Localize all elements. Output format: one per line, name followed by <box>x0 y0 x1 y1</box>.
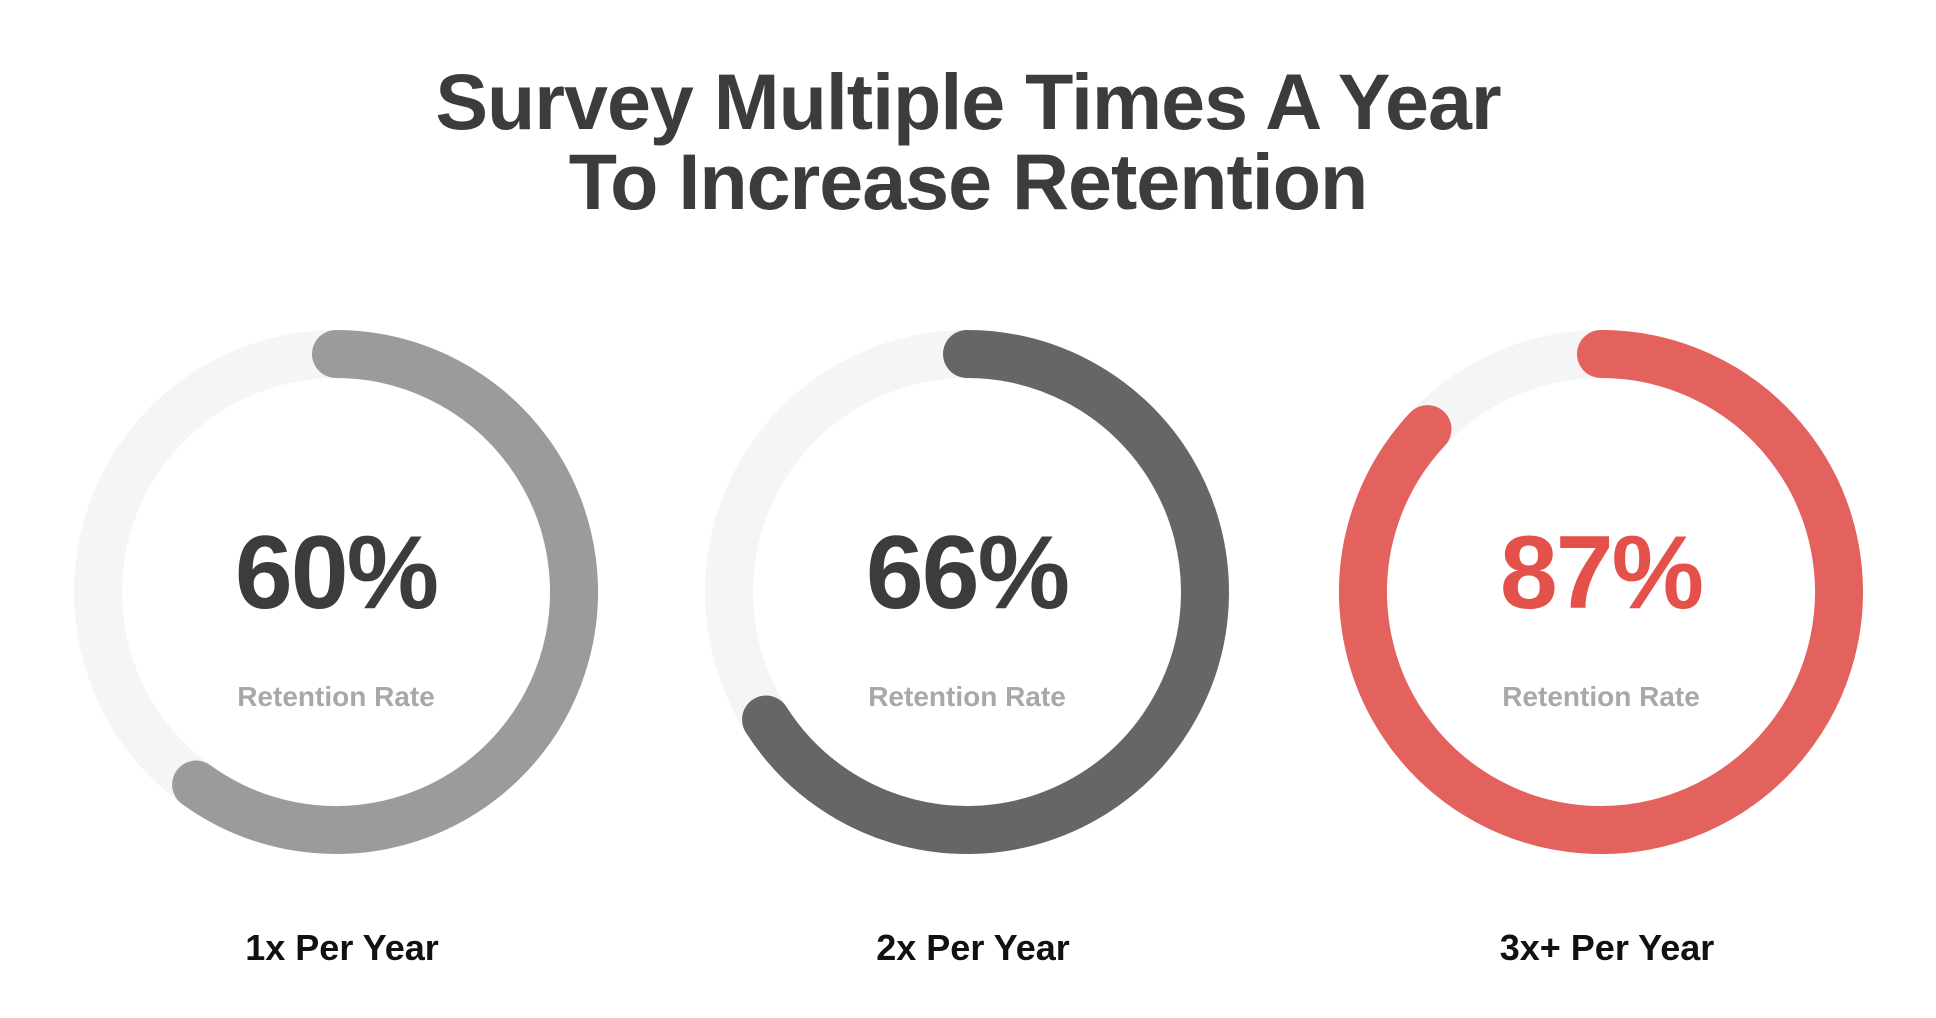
donut-sublabel: Retention Rate <box>1502 681 1700 712</box>
chart-title-line-1: Survey Multiple Times A Year <box>435 57 1501 146</box>
category-label: 3x+ Per Year <box>1500 927 1715 968</box>
donut-sublabel: Retention Rate <box>237 681 435 712</box>
donut-value-label: 66% <box>866 515 1068 631</box>
donut-arc <box>1339 330 1863 854</box>
donut-arc <box>742 330 1229 854</box>
donut-value-label: 60% <box>235 515 437 631</box>
chart-title: Survey Multiple Times A Year To Increase… <box>0 62 1936 222</box>
donut-group-3: 87% Retention Rate 3x+ Per Year <box>1339 330 1863 968</box>
category-label: 2x Per Year <box>876 927 1070 968</box>
donut-group-1: 60% Retention Rate 1x Per Year <box>74 330 598 968</box>
category-label: 1x Per Year <box>245 927 439 968</box>
donut-group-2: 66% Retention Rate 2x Per Year <box>705 330 1229 968</box>
donut-sublabel: Retention Rate <box>868 681 1066 712</box>
donut-value-label: 87% <box>1500 515 1702 631</box>
donut-arc <box>172 330 598 854</box>
chart-title-line-2: To Increase Retention <box>568 137 1368 226</box>
